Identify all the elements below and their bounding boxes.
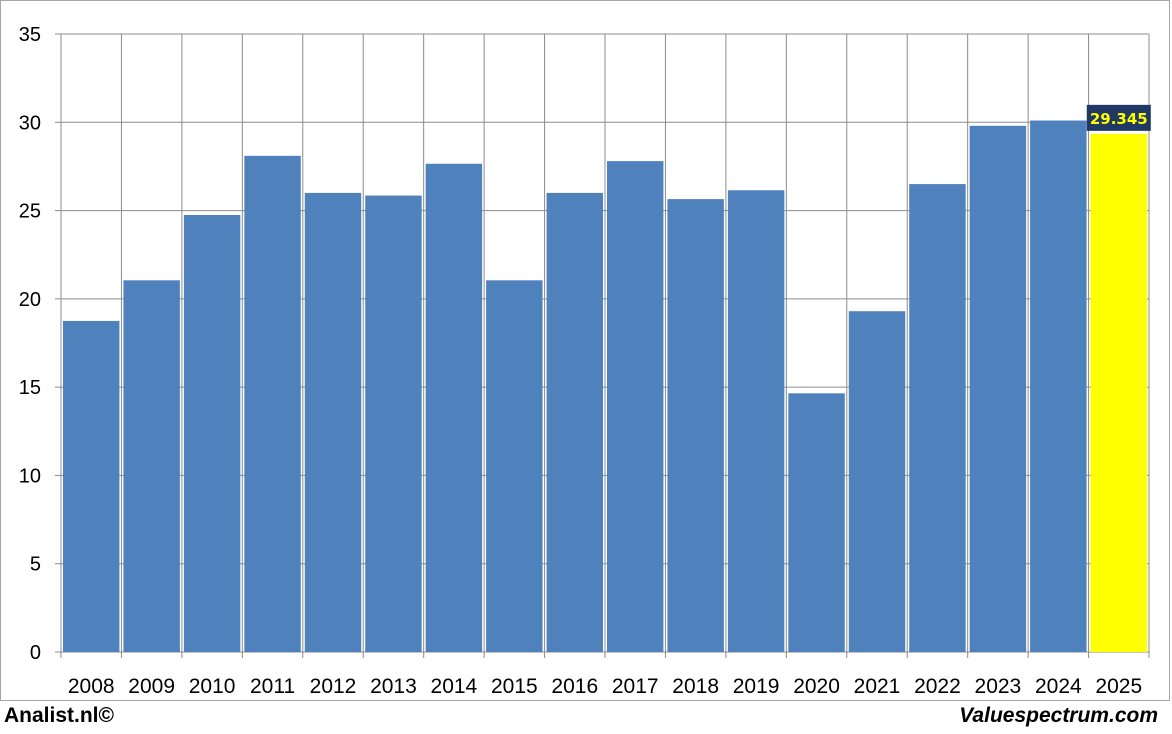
- y-tick-label-10: 10: [19, 465, 41, 487]
- bar-2009: [123, 280, 180, 652]
- data-label-box: [1086, 104, 1151, 131]
- footer-source-left: Analist.nl©: [4, 704, 114, 727]
- x-tick-label-2013: 2013: [370, 675, 417, 698]
- bar-2021: [848, 311, 906, 652]
- y-tick-label-0: 0: [30, 642, 41, 664]
- footer-source-right: Valuespectrum.com: [959, 704, 1158, 727]
- x-tick-label-2021: 2021: [854, 675, 901, 698]
- x-tick-label-2008: 2008: [68, 675, 115, 698]
- x-tick-label-2023: 2023: [975, 675, 1022, 698]
- x-tick-label-2010: 2010: [189, 675, 236, 698]
- x-tick-label-2017: 2017: [612, 675, 659, 698]
- x-tick-label-2018: 2018: [672, 675, 719, 698]
- bar-2025: [1090, 133, 1147, 652]
- x-tick-label-2020: 2020: [793, 675, 840, 698]
- y-tick-label-35: 35: [19, 24, 41, 46]
- gridlines: [55, 33, 1150, 658]
- x-tick-label-2015: 2015: [491, 675, 538, 698]
- bar-2024: [1030, 120, 1087, 652]
- x-tick-label-2009: 2009: [128, 675, 175, 698]
- y-tick-label-15: 15: [19, 377, 41, 399]
- bars: [63, 120, 1147, 653]
- y-tick-label-5: 5: [30, 554, 41, 576]
- y-tick-label-25: 25: [19, 201, 41, 223]
- bar-2020: [788, 393, 845, 652]
- x-tick-label-2025: 2025: [1095, 675, 1142, 698]
- x-axis-ticks: 2008 2009 2010 2011 2012 2013 2014 2015 2016 2017…: [68, 675, 1142, 698]
- bar-2022: [909, 184, 966, 653]
- bar-2017: [607, 161, 664, 653]
- x-tick-label-2014: 2014: [431, 675, 478, 698]
- y-axis-ticks: 0 5 10 15 20 25 30 35: [19, 24, 41, 664]
- y-tick-label-20: 20: [19, 289, 41, 311]
- bar-2012: [304, 192, 362, 652]
- bar-2018: [667, 199, 724, 652]
- data-labels: 29.345: [1086, 104, 1151, 131]
- x-tick-label-2019: 2019: [733, 675, 780, 698]
- y-tick-label-30: 30: [19, 112, 41, 134]
- bar-2015: [486, 280, 543, 652]
- x-tick-label-2011: 2011: [250, 675, 295, 698]
- bar-2011: [244, 155, 301, 652]
- x-tick-label-2022: 2022: [914, 675, 961, 698]
- bar-2016: [546, 192, 603, 652]
- bar-2019: [727, 190, 785, 652]
- bar-2008: [63, 320, 120, 652]
- bar-2010: [183, 214, 241, 652]
- bar-2023: [969, 125, 1027, 653]
- bar-2014: [425, 163, 483, 652]
- data-label-text: 29.345: [1090, 110, 1148, 128]
- x-tick-label-2012: 2012: [310, 675, 357, 698]
- x-tick-label-2024: 2024: [1035, 675, 1082, 698]
- bar-2013: [365, 195, 422, 652]
- x-tick-label-2016: 2016: [551, 675, 598, 698]
